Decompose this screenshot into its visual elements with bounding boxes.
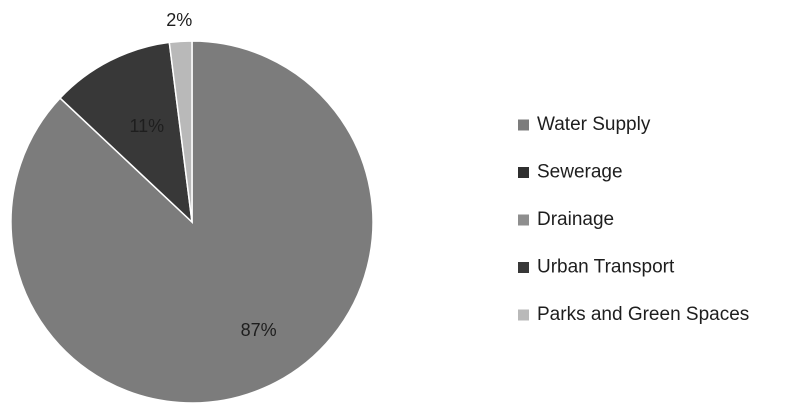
legend-item-parks-and-green-spaces: Parks and Green Spaces bbox=[518, 304, 749, 325]
legend-item-water-supply: Water Supply bbox=[518, 114, 651, 135]
data-label-urban-transport: 11% bbox=[129, 116, 164, 136]
legend-swatch-parks-and-green-spaces bbox=[518, 309, 529, 321]
legend-label-drainage: Drainage bbox=[537, 209, 614, 230]
legend-swatch-drainage bbox=[518, 214, 529, 226]
data-label-parks-and-green-spaces: 2% bbox=[166, 10, 192, 30]
legend: Water Supply Sewerage Drainage Urban Transp… bbox=[518, 114, 749, 325]
legend-item-urban-transport: Urban Transport bbox=[518, 257, 675, 278]
data-label-water-supply: 87% bbox=[241, 320, 277, 340]
legend-label-parks-and-green-spaces: Parks and Green Spaces bbox=[537, 304, 749, 325]
legend-swatch-sewerage bbox=[518, 167, 529, 178]
pie-data-labels: 87% 11% 2% bbox=[129, 10, 276, 340]
legend-swatch-urban-transport bbox=[518, 262, 529, 273]
legend-swatch-water-supply bbox=[518, 119, 529, 131]
pie-slice-parks-and-green-spaces bbox=[168, 40, 193, 223]
legend-item-sewerage: Sewerage bbox=[518, 162, 623, 183]
legend-label-sewerage: Sewerage bbox=[537, 162, 623, 183]
legend-label-urban-transport: Urban Transport bbox=[537, 257, 675, 278]
pie-slices bbox=[10, 40, 374, 404]
legend-item-drainage: Drainage bbox=[518, 209, 614, 230]
pie-slice-urban-transport bbox=[58, 41, 194, 224]
legend-label-water-supply: Water Supply bbox=[537, 114, 651, 135]
